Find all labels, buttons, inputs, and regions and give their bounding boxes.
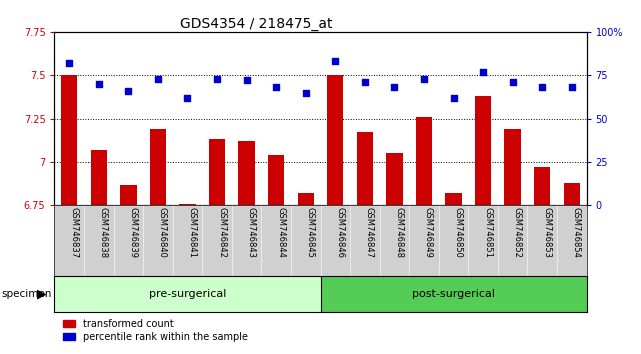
- Bar: [121, 184, 137, 354]
- Bar: [238, 141, 254, 354]
- Text: GSM746847: GSM746847: [365, 207, 374, 258]
- Text: pre-surgerical: pre-surgerical: [149, 289, 226, 299]
- Text: GSM746849: GSM746849: [424, 207, 433, 258]
- Text: specimen: specimen: [1, 289, 52, 299]
- Text: GSM746843: GSM746843: [247, 207, 256, 258]
- Bar: [534, 167, 551, 354]
- Point: [64, 60, 74, 66]
- Bar: [268, 155, 285, 354]
- Point: [94, 81, 104, 87]
- Bar: [387, 153, 403, 354]
- Text: GSM746841: GSM746841: [188, 207, 197, 258]
- Point: [153, 76, 163, 81]
- Bar: [475, 96, 491, 354]
- Title: GDS4354 / 218475_at: GDS4354 / 218475_at: [180, 17, 333, 31]
- Point: [419, 76, 429, 81]
- Bar: [179, 204, 196, 354]
- Point: [478, 69, 488, 75]
- Point: [183, 95, 193, 101]
- Text: ▶: ▶: [37, 287, 46, 300]
- Text: GSM746850: GSM746850: [453, 207, 463, 258]
- Text: GSM746842: GSM746842: [217, 207, 226, 258]
- Text: GSM746837: GSM746837: [69, 207, 78, 258]
- Text: GSM746845: GSM746845: [306, 207, 315, 258]
- Bar: [297, 193, 314, 354]
- Text: GSM746846: GSM746846: [335, 207, 344, 258]
- Point: [448, 95, 458, 101]
- Text: GSM746851: GSM746851: [483, 207, 492, 258]
- Text: GSM746848: GSM746848: [394, 207, 403, 258]
- Text: GSM746844: GSM746844: [276, 207, 285, 258]
- Point: [212, 76, 222, 81]
- Bar: [320, 276, 587, 312]
- Text: GSM746839: GSM746839: [128, 207, 137, 258]
- Bar: [209, 139, 225, 354]
- Bar: [150, 129, 166, 354]
- Text: GSM746853: GSM746853: [542, 207, 551, 258]
- Bar: [416, 117, 432, 354]
- Bar: [90, 150, 107, 354]
- Bar: [54, 276, 320, 312]
- Legend: transformed count, percentile rank within the sample: transformed count, percentile rank withi…: [60, 315, 251, 346]
- Point: [567, 85, 577, 90]
- Bar: [61, 75, 78, 354]
- Point: [537, 85, 547, 90]
- Bar: [327, 75, 344, 354]
- Point: [360, 79, 370, 85]
- Point: [389, 85, 399, 90]
- Point: [330, 58, 340, 64]
- Bar: [356, 132, 373, 354]
- Text: post-surgerical: post-surgerical: [412, 289, 495, 299]
- Bar: [445, 193, 462, 354]
- Bar: [504, 129, 520, 354]
- Point: [123, 88, 133, 94]
- Point: [271, 85, 281, 90]
- Bar: [563, 183, 580, 354]
- Text: GSM746838: GSM746838: [99, 207, 108, 258]
- Point: [242, 78, 252, 83]
- Point: [508, 79, 518, 85]
- Text: GSM746852: GSM746852: [513, 207, 522, 258]
- Point: [301, 90, 311, 96]
- Text: GSM746854: GSM746854: [572, 207, 581, 258]
- Text: GSM746840: GSM746840: [158, 207, 167, 258]
